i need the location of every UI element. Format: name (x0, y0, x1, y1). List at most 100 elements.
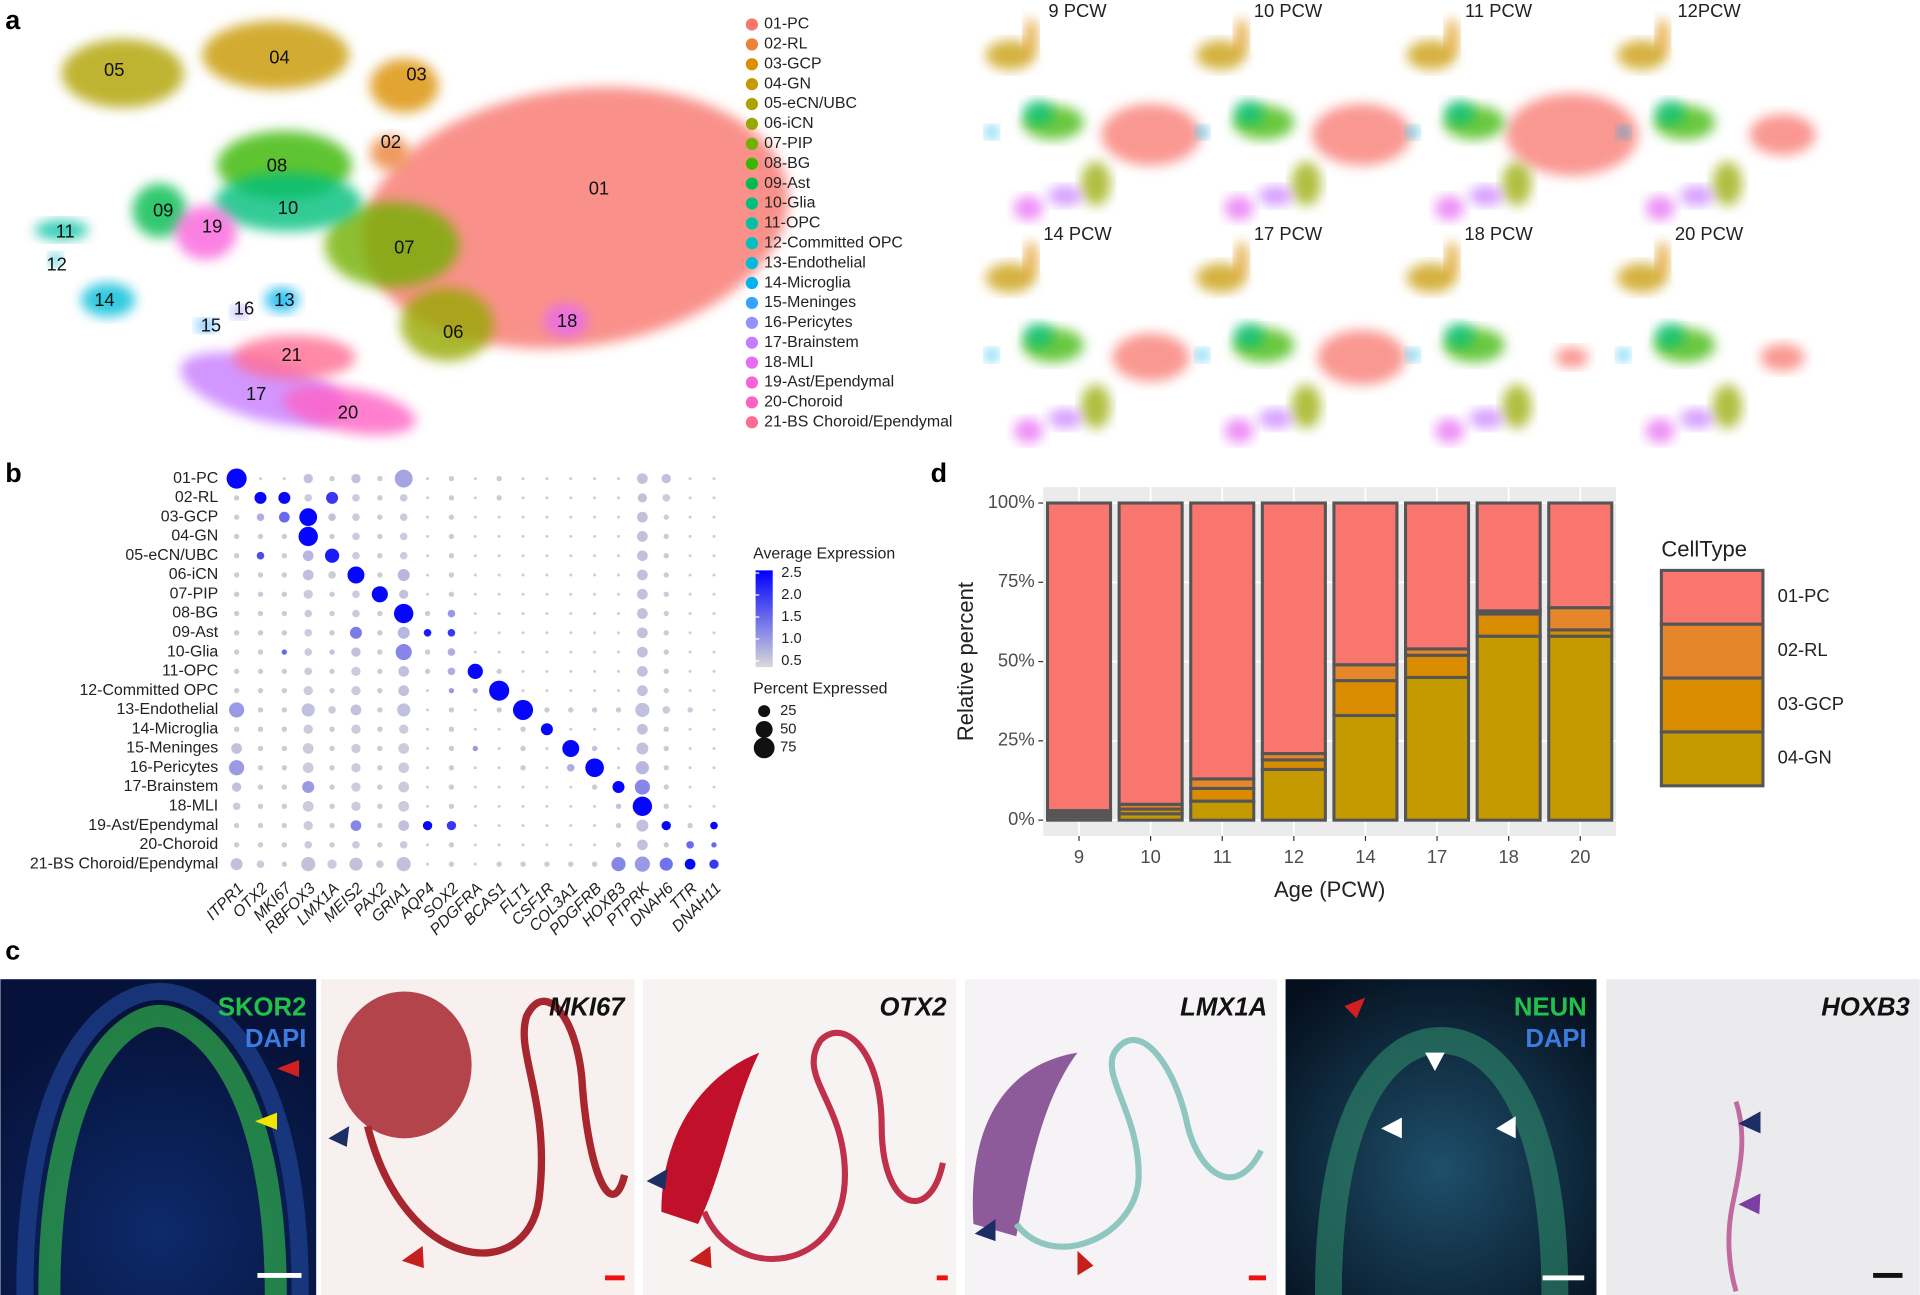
legend-swatch (745, 217, 759, 230)
legend-swatch (745, 296, 759, 310)
tissue (38, 1004, 287, 1295)
cluster-label: 12 (46, 253, 66, 274)
dot (394, 603, 414, 624)
dot (593, 804, 597, 808)
row-label: 08-BG (172, 605, 218, 622)
dot (377, 649, 383, 655)
dot (520, 726, 526, 732)
bar-segment (1045, 501, 1113, 813)
dot (545, 650, 549, 654)
cluster-label: 13 (274, 289, 294, 310)
cluster-cloud (1444, 323, 1475, 348)
dot (497, 650, 501, 654)
dot (426, 573, 430, 577)
dot (229, 760, 245, 776)
tissue (336, 991, 472, 1139)
dot (496, 668, 502, 675)
dot (229, 702, 245, 718)
legend-swatch (745, 38, 759, 51)
dot (324, 548, 340, 563)
dot (281, 553, 288, 559)
dot (617, 631, 620, 635)
dot (448, 745, 455, 752)
dot (281, 649, 288, 655)
x-axis-title: Age (PCW) (1274, 877, 1385, 902)
dot (712, 689, 716, 693)
dot (569, 534, 573, 538)
dot (329, 842, 335, 848)
dot (329, 726, 335, 732)
dot (617, 669, 620, 673)
dot (303, 724, 313, 734)
cluster-cloud (370, 135, 410, 171)
dot (569, 612, 573, 616)
dot (661, 820, 671, 831)
dot (254, 491, 267, 504)
legend-swatch (1659, 568, 1765, 626)
size-label: 50 (780, 721, 796, 737)
dot (301, 857, 316, 872)
dot (569, 515, 573, 519)
bar-segment (1475, 501, 1542, 613)
cluster-cloud (1656, 18, 1669, 56)
cluster-cloud (1196, 348, 1209, 362)
cluster-cloud (61, 39, 184, 108)
dot (688, 650, 692, 654)
dot (663, 610, 669, 617)
dot (686, 841, 694, 849)
dot (304, 609, 313, 618)
dot (497, 727, 501, 731)
dot (611, 857, 626, 872)
dot (521, 669, 525, 673)
arrowhead (1738, 1193, 1761, 1215)
x-tick-label: 12 (1284, 846, 1304, 867)
cluster-cloud (1656, 241, 1669, 278)
dot (569, 554, 573, 558)
dot (569, 804, 573, 808)
dot (377, 745, 383, 752)
dot (497, 515, 501, 519)
cluster-cloud (1291, 161, 1322, 206)
cluster-cloud (1617, 40, 1667, 70)
cluster-cloud (543, 303, 588, 338)
cluster-cloud (1101, 103, 1201, 166)
dot (447, 629, 456, 637)
dot (447, 667, 456, 676)
timepoint-title: 17 PCW (1254, 223, 1323, 244)
arrowhead (646, 1168, 668, 1190)
dot (593, 612, 597, 616)
x-tick-label: 17 (1427, 846, 1447, 867)
dot (371, 586, 388, 603)
dot (545, 592, 549, 596)
cluster-label: 11 (56, 220, 75, 241)
cluster-cloud (232, 335, 356, 380)
color-tick-label: 1.5 (781, 609, 801, 625)
dot (426, 862, 430, 866)
cluster-cloud (1024, 241, 1038, 278)
tissue (364, 997, 629, 1257)
dot (257, 649, 264, 655)
legend-label: 21-BS Choroid/Ependymal (764, 413, 952, 430)
cluster-label: 02 (381, 131, 401, 152)
cluster-cloud (132, 183, 187, 238)
dot (521, 785, 525, 789)
dot (593, 727, 597, 731)
dot (636, 473, 648, 484)
dot (521, 534, 525, 538)
dot (569, 824, 573, 828)
legend-swatch (745, 416, 759, 429)
row-label: 04-GN (171, 528, 218, 545)
dot (593, 477, 597, 481)
dot (257, 765, 264, 771)
dot (399, 724, 409, 734)
dot (569, 631, 573, 635)
dot (233, 572, 240, 578)
dot (568, 707, 574, 713)
cluster-cloud (34, 220, 89, 240)
dot (545, 554, 549, 558)
dot (710, 821, 718, 830)
bar-segment (1117, 501, 1184, 806)
dot (662, 494, 671, 502)
dot (473, 843, 477, 847)
arrowhead (1381, 1117, 1402, 1139)
